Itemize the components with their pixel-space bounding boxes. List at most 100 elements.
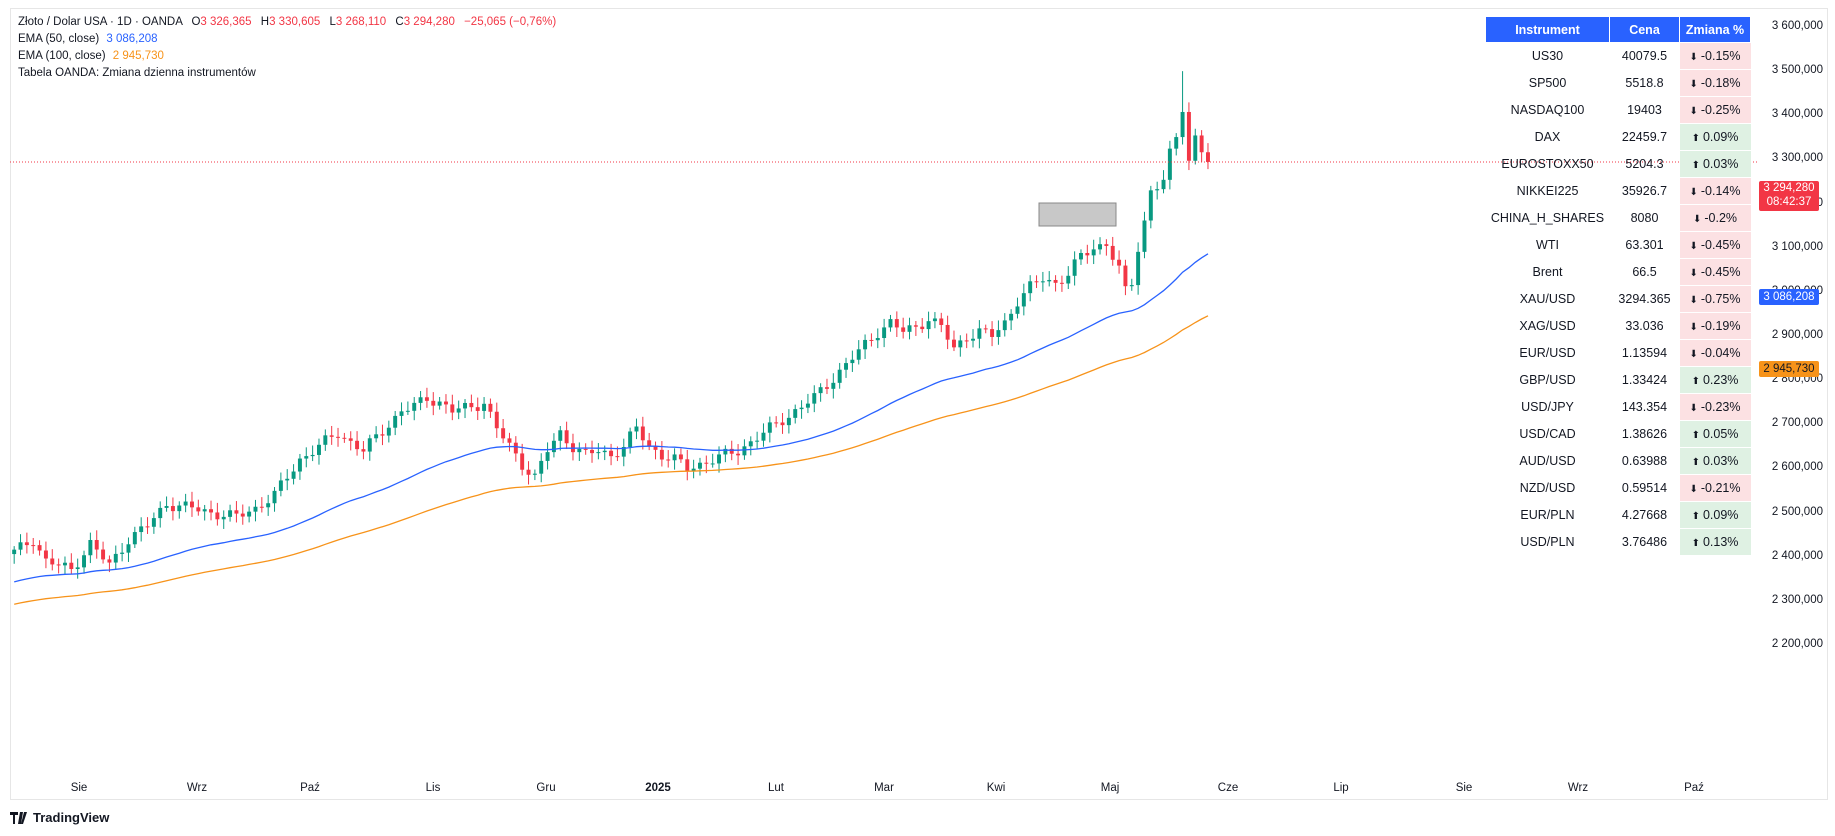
change-text: 0.03% [1702,454,1739,468]
candle-body [888,319,893,328]
ema50-value: 3 086,208 [106,33,158,45]
instrument-price: 33.036 [1609,312,1680,340]
table-indicator-row[interactable]: Tabela OANDA: Zmiana dzienna instrumentó… [18,65,556,82]
candle-body [717,454,721,464]
x-tick-label: Lip [1333,782,1349,794]
instrument-price: 143.354 [1609,393,1680,421]
candle-body [240,513,245,517]
y-tick-label: 2 400,000 [1771,549,1823,562]
instrument-change: ⬆ 0.03% [1679,447,1751,475]
table-row: EUR/USD 1.13594 ⬇ -0.04% [1485,339,1751,367]
close-value: 3 294,280 [403,16,455,28]
candle-body [558,430,563,441]
candle-body [507,438,512,443]
candle-body [863,339,868,350]
candle-body [170,506,175,512]
candle-body [882,327,887,339]
candle-body [291,471,296,479]
table-row: EUR/PLN 4.27668 ⬆ 0.09% [1485,501,1751,529]
candle-body [431,400,436,406]
y-tick-label: 2 900,000 [1771,329,1823,341]
candle-body [761,432,766,441]
candle-body [12,549,17,555]
chart-area[interactable] [10,8,1828,800]
change-text: -0.04% [1700,346,1741,360]
candle-body [1021,293,1026,307]
instrument-price: 40079.5 [1609,42,1680,70]
candle-body [145,526,150,528]
ema100-row[interactable]: EMA (100, close) 2 945,730 [18,48,556,65]
candle-body [532,473,537,475]
candle-body [469,402,474,408]
candle-body [418,397,423,403]
tradingview-logo[interactable]: TradingView [10,810,109,825]
candle-body [259,506,264,508]
candle-body [920,326,925,330]
instrument-change: ⬇ -0.45% [1679,258,1751,286]
candle-body [869,339,874,341]
y-tick-label: 3 100,000 [1771,240,1823,253]
candle-body [228,510,233,517]
instrument-name: EUR/USD [1485,339,1610,367]
candle-body [647,440,652,447]
arrow-up-icon: ⬆ [1691,376,1700,387]
ema100-label: EMA (100, close) [18,50,106,62]
x-tick-label: Wrz [1567,782,1589,794]
candle-body [539,460,544,474]
change-text: 0.09% [1702,508,1739,522]
symbol-title[interactable]: Złoto / Dolar USA · 1D · OANDA [18,16,183,28]
candle-body [1186,111,1191,161]
candle-body [939,318,944,325]
close-label: C [395,16,404,28]
change-text: -0.2% [1704,211,1738,225]
arrow-up-icon: ⬆ [1691,538,1700,549]
low-label: L [329,16,336,28]
candle-body [37,545,42,551]
candle-body [602,450,607,453]
candle-body [799,407,804,410]
instrument-name: CHINA_H_SHARES [1485,204,1610,232]
instrument-table: Instrument Cena Zmiana % US30 40079.5 ⬇ -0.… [1485,16,1751,556]
ema50-row[interactable]: EMA (50, close) 3 086,208 [18,31,556,48]
candle-body [634,426,639,432]
change-text: -0.45% [1700,238,1741,252]
candle-body [405,410,410,412]
instrument-change: ⬆ 0.13% [1679,528,1751,556]
instrument-name: EUR/PLN [1485,501,1610,529]
y-tick-label: 2 500,000 [1771,505,1823,518]
candle-body [659,449,664,460]
candle-body [342,437,347,439]
candle-body [164,506,169,508]
high-value: 3 330,605 [269,16,321,28]
candle-body [1136,251,1141,286]
candle-body [323,435,328,445]
candle-body [1117,259,1122,266]
instrument-change: ⬇ -0.21% [1679,474,1751,502]
candle-body [450,404,455,413]
change-text: -0.14% [1700,184,1741,198]
instrument-name: XAG/USD [1485,312,1610,340]
change-text: -0.25% [1700,103,1741,117]
candle-body [710,463,715,465]
candle-body [793,409,798,418]
candle-body [399,411,404,416]
candle-body [672,454,677,461]
candle-body [18,542,23,550]
high-label: H [260,16,270,28]
candle-body [678,454,683,460]
candle-body [621,446,626,457]
y-tick-label: 2 600,000 [1771,461,1823,474]
x-tick-label: Cze [1217,782,1239,794]
candle-body [1104,244,1109,246]
arrow-up-icon: ⬆ [1691,133,1700,144]
instrument-name: US30 [1485,42,1610,70]
candle-body [736,453,741,456]
candle-body [190,501,194,508]
candle-body [1110,245,1115,260]
instrument-name: NIKKEI225 [1485,177,1610,205]
x-tick-label: Kwi [986,782,1006,794]
symbol-row[interactable]: Złoto / Dolar USA · 1D · OANDA O3 326,36… [18,14,556,31]
arrow-down-icon: ⬇ [1689,241,1698,252]
candle-body [996,330,1001,337]
